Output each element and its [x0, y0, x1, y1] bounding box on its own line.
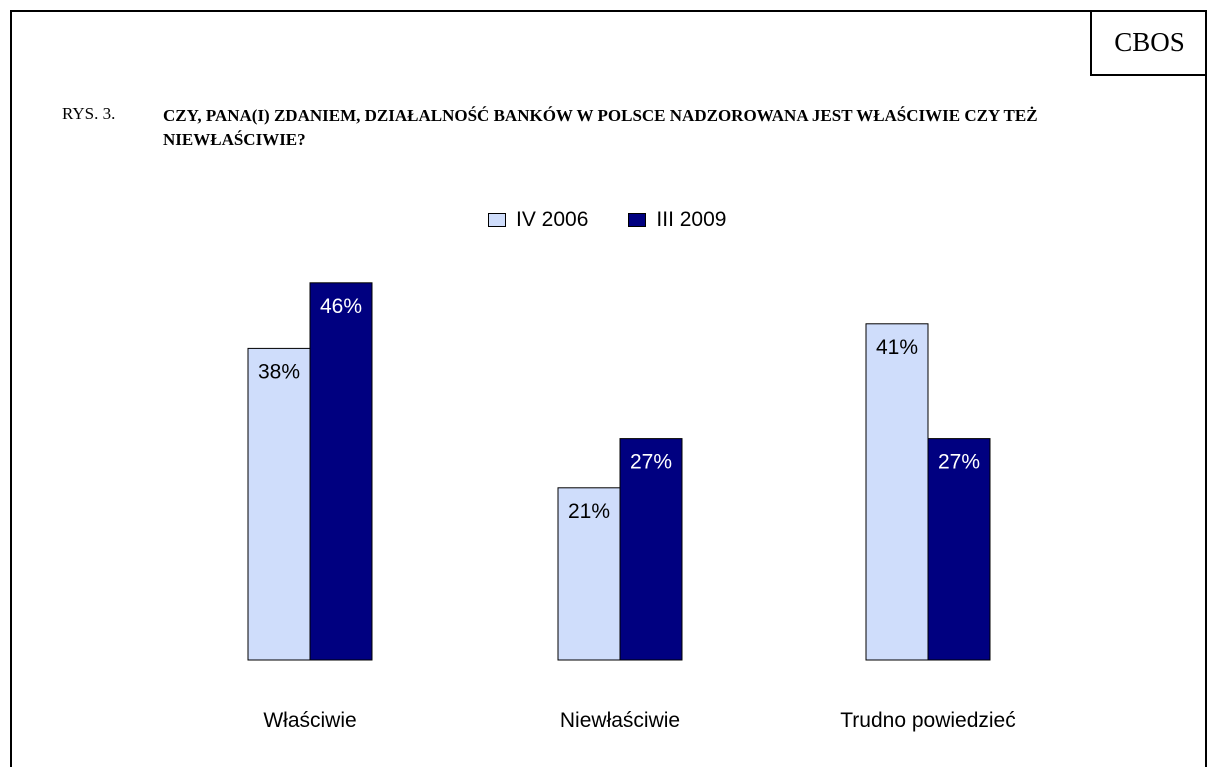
data-label-iii-2009-niewlasciwie: 27% [630, 451, 672, 474]
legend-swatch-iii-2009 [628, 213, 647, 227]
legend-item-iii-2009: III 2009 [628, 208, 726, 232]
bar-iv-2006-trudno-powiedziec [865, 323, 929, 661]
data-label-iv-2006-wlasciwie: 38% [258, 360, 300, 383]
legend-item-iv-2006: IV 2006 [488, 208, 588, 232]
legend-swatch-iv-2006 [488, 213, 506, 227]
bar-iv-2006-wlasciwie [247, 347, 311, 661]
figure-label: RYS. 3. [62, 104, 116, 123]
bar-iii-2009-niewlasciwie [619, 438, 683, 661]
bar-iii-2009-trudno-powiedziec [927, 438, 991, 661]
cbos-badge: CBOS [1090, 10, 1207, 76]
category-label-trudno-powiedziec: Trudno powiedzieć [840, 709, 1016, 732]
legend-label-iii-2009: III 2009 [656, 208, 727, 231]
figure-frame [10, 10, 1207, 767]
chart-legend: IV 2006 III 2009 [488, 208, 766, 232]
bar-iv-2006-niewlasciwie [557, 487, 621, 661]
category-label-wlasciwie: Właściwie [263, 709, 356, 732]
data-label-iv-2006-niewlasciwie: 21% [568, 500, 610, 523]
figure-title: CZY, PANA(I) ZDANIEM, DZIAŁALNOŚĆ BANKÓW… [163, 106, 1038, 149]
data-label-iv-2006-trudno-powiedziec: 41% [876, 336, 918, 359]
data-label-iii-2009-wlasciwie: 46% [320, 295, 362, 318]
category-label-niewlasciwie: Niewłaściwie [560, 709, 680, 732]
data-label-iii-2009-trudno-powiedziec: 27% [938, 451, 980, 474]
bar-iii-2009-wlasciwie [309, 282, 373, 661]
legend-label-iv-2006: IV 2006 [516, 208, 589, 231]
